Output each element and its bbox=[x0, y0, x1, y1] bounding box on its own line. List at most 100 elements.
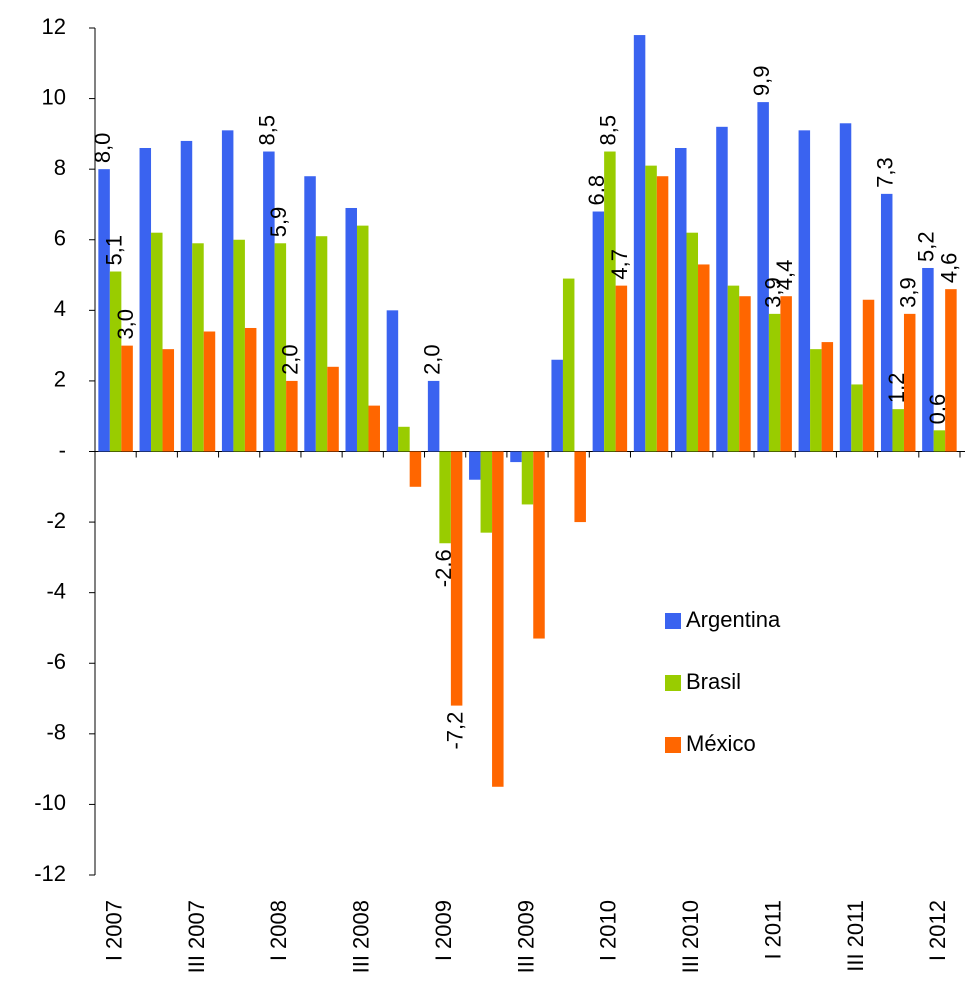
bar bbox=[698, 264, 710, 452]
bar bbox=[151, 232, 163, 452]
value-label: 8,5 bbox=[596, 115, 621, 146]
y-tick-label: - bbox=[59, 437, 66, 462]
value-label: 4,6 bbox=[937, 253, 962, 284]
bar bbox=[492, 451, 504, 787]
bar bbox=[521, 451, 534, 505]
bar bbox=[945, 289, 957, 452]
value-label: 2,0 bbox=[419, 344, 444, 375]
bar bbox=[469, 451, 481, 480]
value-label: 7,3 bbox=[873, 157, 898, 188]
bar bbox=[768, 313, 781, 452]
x-tick-label: I 2007 bbox=[101, 900, 126, 961]
bar bbox=[757, 102, 769, 452]
bar bbox=[263, 151, 275, 452]
value-label: 5,2 bbox=[914, 231, 939, 262]
bar bbox=[716, 126, 728, 452]
bar bbox=[368, 405, 380, 452]
legend-swatch bbox=[665, 613, 681, 629]
x-tick-label: I 2009 bbox=[431, 900, 456, 961]
y-tick-label: -10 bbox=[34, 790, 66, 815]
bar bbox=[821, 342, 834, 452]
x-tick-label: III 2010 bbox=[678, 900, 703, 973]
bar bbox=[244, 327, 257, 452]
value-label: 5,9 bbox=[266, 207, 291, 238]
y-tick-label: 12 bbox=[42, 14, 66, 39]
y-tick-label: 6 bbox=[54, 226, 66, 251]
legend-swatch bbox=[665, 675, 681, 691]
bar bbox=[192, 243, 204, 452]
bar bbox=[880, 193, 893, 452]
bar bbox=[574, 451, 586, 523]
bar bbox=[851, 384, 863, 452]
bar bbox=[409, 451, 422, 487]
bar bbox=[615, 285, 628, 452]
x-tick-label: I 2008 bbox=[266, 900, 291, 961]
x-tick-label: III 2007 bbox=[184, 900, 209, 973]
bar bbox=[551, 359, 563, 452]
x-tick-label: III 2008 bbox=[349, 900, 374, 973]
bar bbox=[839, 123, 852, 452]
bar bbox=[203, 331, 216, 452]
bar bbox=[221, 130, 234, 452]
bar bbox=[304, 176, 316, 452]
legend-label: Brasil bbox=[686, 669, 741, 694]
value-label: 5,1 bbox=[101, 235, 126, 266]
x-tick-label: I 2012 bbox=[925, 900, 950, 961]
x-tick-label: I 2010 bbox=[596, 900, 621, 961]
legend-label: Argentina bbox=[686, 607, 781, 632]
value-label: 9,9 bbox=[749, 66, 774, 97]
bar bbox=[356, 225, 369, 452]
value-label: -7,2 bbox=[442, 712, 467, 750]
bar bbox=[121, 345, 133, 452]
bar bbox=[562, 278, 575, 452]
bar bbox=[450, 451, 463, 706]
bar bbox=[427, 380, 440, 452]
bar bbox=[510, 451, 522, 463]
x-tick-label: I 2011 bbox=[760, 900, 785, 960]
value-label: 8,0 bbox=[90, 133, 115, 164]
bar bbox=[286, 380, 298, 452]
bar bbox=[862, 299, 875, 452]
legend-label: México bbox=[686, 731, 756, 756]
bar bbox=[162, 349, 175, 452]
bar bbox=[439, 451, 451, 544]
bar bbox=[810, 349, 822, 452]
bar bbox=[739, 296, 751, 452]
value-label: 4,4 bbox=[772, 260, 797, 291]
y-tick-label: 8 bbox=[54, 155, 66, 180]
bar bbox=[139, 147, 152, 452]
bar bbox=[386, 310, 399, 452]
x-tick-label: III 2011 bbox=[843, 900, 868, 972]
value-label: 3,0 bbox=[113, 309, 138, 340]
y-tick-label: -8 bbox=[46, 720, 66, 745]
bar bbox=[274, 243, 287, 452]
bar bbox=[592, 211, 605, 452]
bar bbox=[780, 296, 792, 452]
bar bbox=[892, 409, 904, 452]
y-tick-label: 2 bbox=[54, 367, 66, 392]
legend-swatch bbox=[665, 737, 681, 753]
bar bbox=[903, 313, 916, 452]
bar bbox=[398, 426, 410, 452]
value-label: 2,0 bbox=[278, 344, 303, 375]
y-tick-label: -2 bbox=[46, 508, 66, 533]
bar bbox=[109, 271, 122, 452]
bar bbox=[798, 130, 811, 452]
bar bbox=[922, 267, 934, 452]
bar bbox=[98, 169, 110, 452]
value-label: 8,5 bbox=[255, 115, 280, 146]
bar bbox=[604, 151, 616, 452]
bar bbox=[315, 236, 328, 452]
bar bbox=[675, 147, 687, 452]
bar bbox=[645, 165, 657, 452]
bar bbox=[633, 35, 646, 452]
bar bbox=[233, 239, 245, 452]
value-label: 3,9 bbox=[896, 277, 921, 308]
y-tick-label: -6 bbox=[46, 649, 66, 674]
bar bbox=[727, 285, 740, 452]
bar bbox=[656, 176, 669, 452]
bar bbox=[533, 451, 545, 639]
bar bbox=[180, 140, 193, 452]
